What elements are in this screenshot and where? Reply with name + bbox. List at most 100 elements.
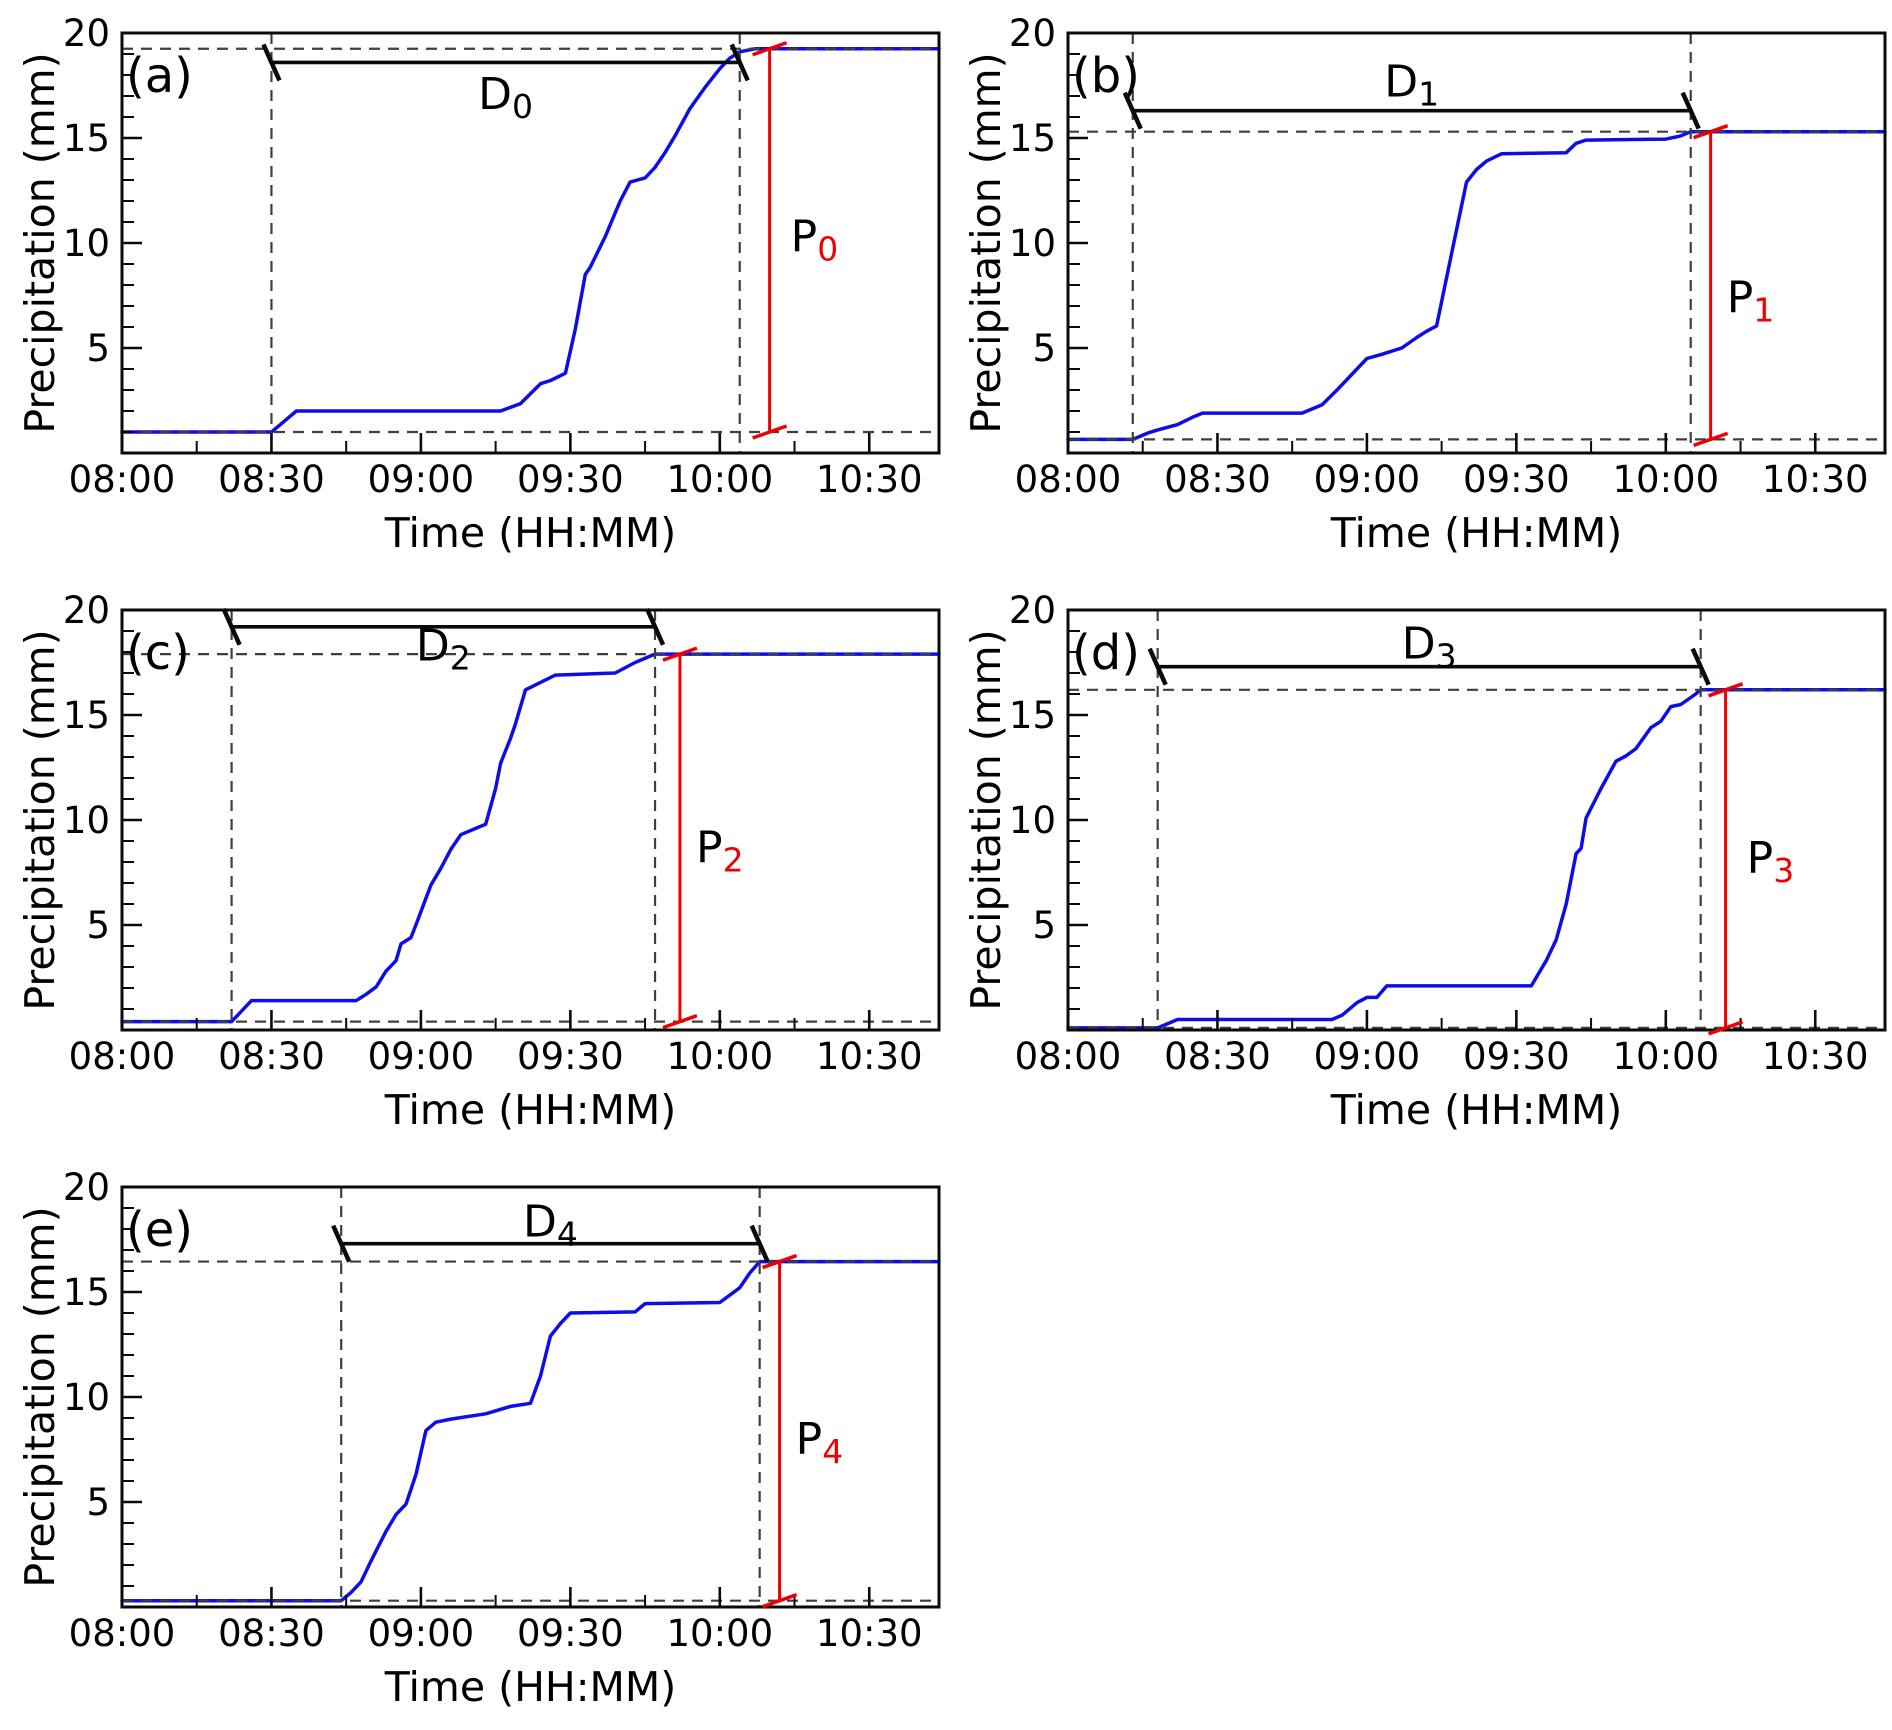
y-tick-label: 15 xyxy=(1009,117,1056,160)
x-tick-label: 10:30 xyxy=(816,458,923,501)
x-tick-label: 09:00 xyxy=(1314,458,1421,501)
amount-arrow: P1 xyxy=(1693,124,1775,448)
y-tick-label: 5 xyxy=(86,327,110,370)
axes: 08:00 08:30 09:00 09:30 10:00 10:30 5 10 15 20 xyxy=(1009,589,1887,1078)
dashed-guides xyxy=(122,33,939,453)
duration-arrow-cap xyxy=(729,43,750,82)
x-tick-label: 09:30 xyxy=(1463,458,1570,501)
y-tick-label: 5 xyxy=(86,904,110,947)
subplot-a: 08:00 08:30 09:00 09:30 10:00 10:30 5 10 15 20 Tim… xyxy=(0,0,946,576)
x-axis-title: Time (HH:MM) xyxy=(1330,1086,1623,1134)
duration-arrow: D4 xyxy=(331,1197,770,1263)
y-tick-label: 15 xyxy=(1009,694,1056,737)
duration-arrow-cap xyxy=(644,607,666,646)
y-tick-label: 5 xyxy=(1032,904,1056,947)
amount-arrow-cap xyxy=(752,41,788,57)
amount-arrow-cap xyxy=(762,1253,798,1270)
axes: 08:00 08:30 09:00 09:30 10:00 10:30 5 10 15 20 xyxy=(63,1166,941,1655)
duration-arrow: D0 xyxy=(261,43,750,126)
duration-label: D3 xyxy=(1402,619,1457,676)
amount-arrow: P0 xyxy=(752,41,839,440)
y-tick-label: 15 xyxy=(63,694,110,737)
x-axis-title: Time (HH:MM) xyxy=(1330,509,1623,557)
amount-arrow: P4 xyxy=(762,1253,844,1609)
duration-arrow-cap xyxy=(1122,91,1143,130)
subplot-d-chart: 08:00 08:30 09:00 09:30 10:00 10:30 5 10 15 20 Tim… xyxy=(962,589,1887,1134)
x-tick-label: 09:00 xyxy=(368,1612,475,1655)
amount-arrow-cap xyxy=(1693,124,1729,140)
y-tick-label: 10 xyxy=(63,799,110,842)
amount-arrow: P2 xyxy=(662,646,744,1030)
subplot-d: 08:00 08:30 09:00 09:30 10:00 10:30 5 10 15 20 Tim… xyxy=(946,577,1892,1153)
x-tick-label: 09:00 xyxy=(368,458,475,501)
y-tick-label: 15 xyxy=(63,117,110,160)
amount-label: P0 xyxy=(791,212,839,269)
panel-label: (e) xyxy=(126,1202,193,1258)
y-tick-label: 10 xyxy=(1009,799,1056,842)
dashed-guides xyxy=(1068,33,1885,453)
duration-arrow-cap xyxy=(221,607,242,646)
subplot-c: 08:00 08:30 09:00 09:30 10:00 10:30 5 10 15 20 Tim… xyxy=(0,577,946,1153)
amount-arrow-cap xyxy=(1693,431,1729,448)
x-tick-label: 09:30 xyxy=(517,1612,624,1655)
precipitation-curve xyxy=(120,652,941,1024)
y-axis-title: Precipitation (mm) xyxy=(962,52,1010,433)
duration-arrow-cap xyxy=(1680,91,1701,130)
precipitation-curve xyxy=(120,47,941,434)
amount-label: P1 xyxy=(1727,273,1775,330)
y-tick-label: 20 xyxy=(63,1166,110,1209)
x-tick-label: 10:00 xyxy=(666,458,773,501)
x-tick-label: 10:00 xyxy=(1612,458,1719,501)
y-tick-label: 20 xyxy=(63,589,110,632)
subplot-c-chart: 08:00 08:30 09:00 09:30 10:00 10:30 5 10 15 20 Tim… xyxy=(16,589,941,1134)
axes: 08:00 08:30 09:00 09:30 10:00 10:30 5 10 15 20 xyxy=(63,12,941,501)
y-axis-title: Precipitation (mm) xyxy=(962,629,1010,1010)
x-tick-label: 10:30 xyxy=(816,1612,923,1655)
duration-label: D2 xyxy=(416,621,471,678)
x-tick-label: 08:00 xyxy=(69,1035,176,1078)
subplot-e-chart: 08:00 08:30 09:00 09:30 10:00 10:30 5 10 15 20 Tim… xyxy=(16,1166,941,1711)
precipitation-curve xyxy=(1066,688,1887,1030)
x-tick-label: 09:00 xyxy=(368,1035,475,1078)
x-axis-title: Time (HH:MM) xyxy=(384,1663,677,1711)
x-tick-label: 10:30 xyxy=(1762,1035,1869,1078)
amount-arrow: P3 xyxy=(1708,682,1794,1036)
x-tick-label: 08:30 xyxy=(218,458,325,501)
y-tick-label: 20 xyxy=(1009,589,1056,632)
y-tick-label: 10 xyxy=(1009,222,1056,265)
subplot-e: 08:00 08:30 09:00 09:30 10:00 10:30 5 10 15 20 Tim… xyxy=(0,1154,946,1730)
x-tick-label: 08:00 xyxy=(69,1612,176,1655)
subplot-b-chart: 08:00 08:30 09:00 09:30 10:00 10:30 5 10 15 20 Tim… xyxy=(962,12,1887,557)
y-axis-title: Precipitation (mm) xyxy=(16,1206,64,1587)
x-tick-label: 08:00 xyxy=(1015,458,1122,501)
x-tick-label: 08:00 xyxy=(1015,1035,1122,1078)
x-tick-label: 10:00 xyxy=(666,1035,773,1078)
amount-arrow-cap xyxy=(762,1593,798,1609)
duration-arrow: D2 xyxy=(221,607,666,678)
x-axis-title: Time (HH:MM) xyxy=(384,1086,677,1134)
subplot-a-chart: 08:00 08:30 09:00 09:30 10:00 10:30 5 10 15 20 Tim… xyxy=(16,12,941,557)
duration-arrow-cap xyxy=(1690,647,1711,686)
subplot-b: 08:00 08:30 09:00 09:30 10:00 10:30 5 10 15 20 Tim… xyxy=(946,0,1892,576)
duration-arrow-cap xyxy=(261,43,282,82)
x-tick-label: 09:30 xyxy=(517,458,624,501)
panel-label: (b) xyxy=(1072,48,1140,104)
duration-arrow-cap xyxy=(331,1224,352,1263)
y-tick-label: 10 xyxy=(63,1376,110,1419)
duration-label: D4 xyxy=(523,1197,578,1254)
duration-arrow-cap xyxy=(749,1224,770,1263)
x-tick-label: 10:00 xyxy=(666,1612,773,1655)
x-tick-label: 10:30 xyxy=(816,1035,923,1078)
amount-label: P4 xyxy=(796,1414,844,1471)
x-tick-label: 09:00 xyxy=(1314,1035,1421,1078)
duration-label: D1 xyxy=(1384,56,1439,113)
y-tick-label: 20 xyxy=(63,12,110,55)
y-axis-title: Precipitation (mm) xyxy=(16,52,64,433)
axes: 08:00 08:30 09:00 09:30 10:00 10:30 5 10 15 20 xyxy=(63,589,941,1078)
x-tick-label: 08:30 xyxy=(1164,458,1271,501)
amount-arrow-cap xyxy=(752,424,788,440)
x-tick-label: 08:00 xyxy=(69,458,176,501)
dashed-guides xyxy=(1068,610,1885,1030)
x-tick-label: 09:30 xyxy=(517,1035,624,1078)
